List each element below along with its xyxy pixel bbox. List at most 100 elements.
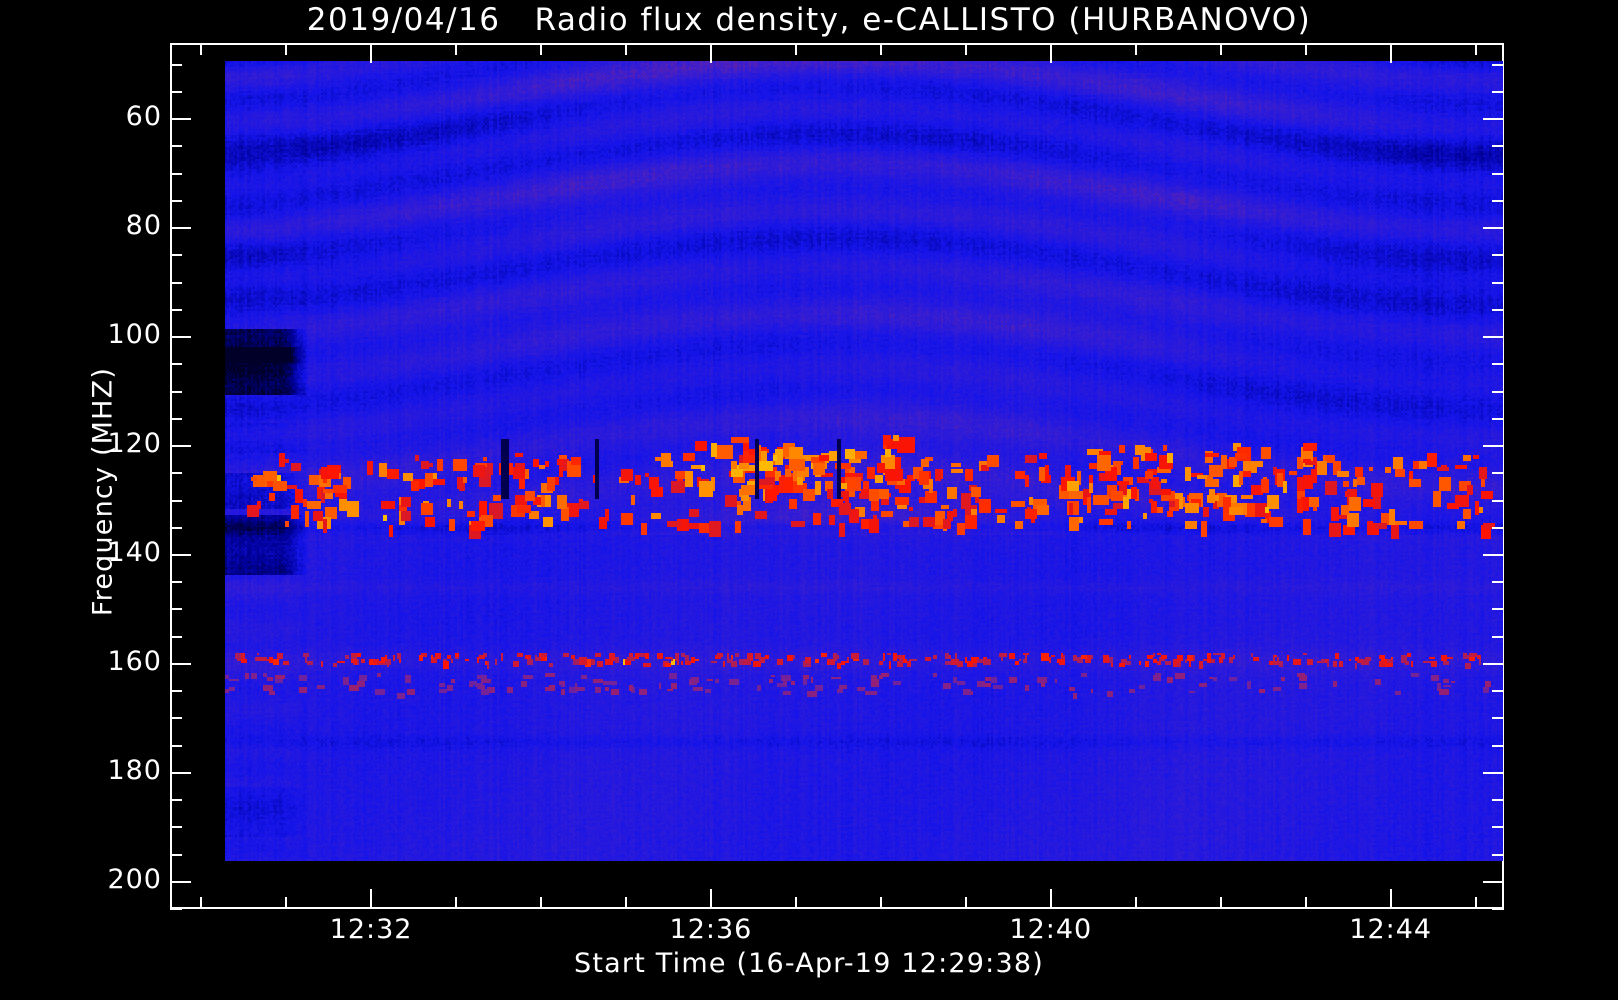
axis-tick bbox=[1483, 771, 1504, 774]
axis-tick bbox=[1219, 43, 1222, 55]
axis-tick bbox=[370, 889, 373, 909]
axis-tick bbox=[1483, 118, 1504, 121]
axis-tick bbox=[1492, 581, 1504, 584]
axis-tick bbox=[794, 897, 797, 909]
axis-tick bbox=[1492, 390, 1504, 393]
axis-tick bbox=[170, 799, 182, 802]
y-tick-label: 160 bbox=[107, 645, 162, 677]
axis-tick bbox=[1304, 43, 1307, 55]
axis-tick bbox=[1492, 199, 1504, 202]
axis-tick bbox=[170, 118, 191, 121]
axis-tick bbox=[624, 897, 627, 909]
axis-tick bbox=[170, 553, 191, 556]
x-tick-label: 12:40 bbox=[1009, 914, 1093, 945]
axis-tick bbox=[170, 172, 182, 175]
page-title: 2019/04/16 Radio flux density, e-CALLIST… bbox=[306, 2, 1312, 38]
axis-tick bbox=[170, 63, 182, 66]
axis-tick bbox=[170, 254, 182, 257]
axis-tick bbox=[1492, 172, 1504, 175]
axis-tick bbox=[170, 227, 191, 230]
axis-tick bbox=[1492, 91, 1504, 94]
axis-tick bbox=[170, 581, 182, 584]
axis-tick bbox=[170, 826, 182, 829]
x-tick-label: 12:44 bbox=[1349, 914, 1433, 945]
axis-tick bbox=[964, 897, 967, 909]
axis-tick bbox=[1049, 889, 1052, 909]
axis-tick bbox=[170, 145, 182, 148]
axis-tick bbox=[170, 472, 182, 475]
x-tick-label: 12:36 bbox=[669, 914, 753, 945]
axis-tick bbox=[170, 690, 182, 693]
y-tick-label: 100 bbox=[107, 319, 162, 351]
axis-tick bbox=[170, 308, 182, 311]
axis-tick bbox=[1492, 417, 1504, 420]
axis-tick bbox=[1492, 826, 1504, 829]
axis-tick bbox=[170, 635, 182, 638]
axis-tick bbox=[1492, 717, 1504, 720]
axis-tick bbox=[1492, 308, 1504, 311]
axis-tick bbox=[1492, 799, 1504, 802]
axis-tick bbox=[170, 908, 182, 910]
axis-tick bbox=[1492, 363, 1504, 366]
y-tick-label: 180 bbox=[107, 754, 162, 786]
axis-tick bbox=[1483, 227, 1504, 230]
axis-tick bbox=[1492, 635, 1504, 638]
axis-tick bbox=[370, 43, 373, 63]
axis-tick bbox=[1483, 880, 1504, 883]
axis-tick bbox=[1483, 662, 1504, 665]
axis-tick bbox=[964, 43, 967, 55]
axis-tick bbox=[1492, 744, 1504, 747]
axis-tick bbox=[1389, 43, 1392, 63]
y-axis-title: Frequency (MHZ) bbox=[87, 366, 119, 617]
axis-tick bbox=[1134, 897, 1137, 909]
axis-tick bbox=[170, 662, 191, 665]
axis-tick bbox=[455, 43, 458, 55]
axis-tick bbox=[285, 43, 288, 55]
axis-tick bbox=[879, 897, 882, 909]
axis-tick bbox=[170, 417, 182, 420]
y-tick-label: 140 bbox=[107, 536, 162, 568]
axis-tick bbox=[1474, 43, 1477, 55]
axis-tick bbox=[879, 43, 882, 55]
axis-tick bbox=[170, 199, 182, 202]
axis-tick bbox=[1134, 43, 1137, 55]
axis-tick bbox=[1492, 145, 1504, 148]
axis-tick bbox=[1492, 608, 1504, 611]
axis-tick bbox=[170, 526, 182, 529]
axis-tick bbox=[170, 853, 182, 856]
x-tick-label: 12:32 bbox=[329, 914, 413, 945]
axis-tick bbox=[170, 499, 182, 502]
axis-tick bbox=[1492, 853, 1504, 856]
y-tick-label: 120 bbox=[107, 428, 162, 460]
axis-tick bbox=[1483, 445, 1504, 448]
axis-tick bbox=[200, 43, 203, 55]
axis-tick bbox=[1492, 499, 1504, 502]
y-tick-label: 200 bbox=[107, 863, 162, 895]
axis-tick bbox=[170, 717, 182, 720]
axis-tick bbox=[200, 897, 203, 909]
axis-tick bbox=[1492, 281, 1504, 284]
axis-tick bbox=[1389, 889, 1392, 909]
axis-tick bbox=[1474, 897, 1477, 909]
axis-tick bbox=[709, 889, 712, 909]
axis-tick bbox=[1219, 897, 1222, 909]
axis-tick bbox=[170, 771, 191, 774]
x-axis-title: Start Time (16-Apr-19 12:29:38) bbox=[574, 948, 1044, 979]
axis-tick bbox=[170, 445, 191, 448]
axis-tick bbox=[170, 281, 182, 284]
axis-tick bbox=[794, 43, 797, 55]
spectrogram-heatmap bbox=[225, 61, 1503, 861]
axis-tick bbox=[285, 897, 288, 909]
axis-tick bbox=[170, 363, 182, 366]
y-tick-label: 60 bbox=[125, 101, 162, 133]
axis-tick bbox=[709, 43, 712, 63]
axis-tick bbox=[170, 608, 182, 611]
axis-tick bbox=[624, 43, 627, 55]
axis-tick bbox=[1304, 897, 1307, 909]
y-tick-label: 80 bbox=[125, 210, 162, 242]
axis-tick bbox=[1492, 526, 1504, 529]
axis-tick bbox=[455, 897, 458, 909]
axis-tick bbox=[170, 744, 182, 747]
axis-tick bbox=[540, 897, 543, 909]
